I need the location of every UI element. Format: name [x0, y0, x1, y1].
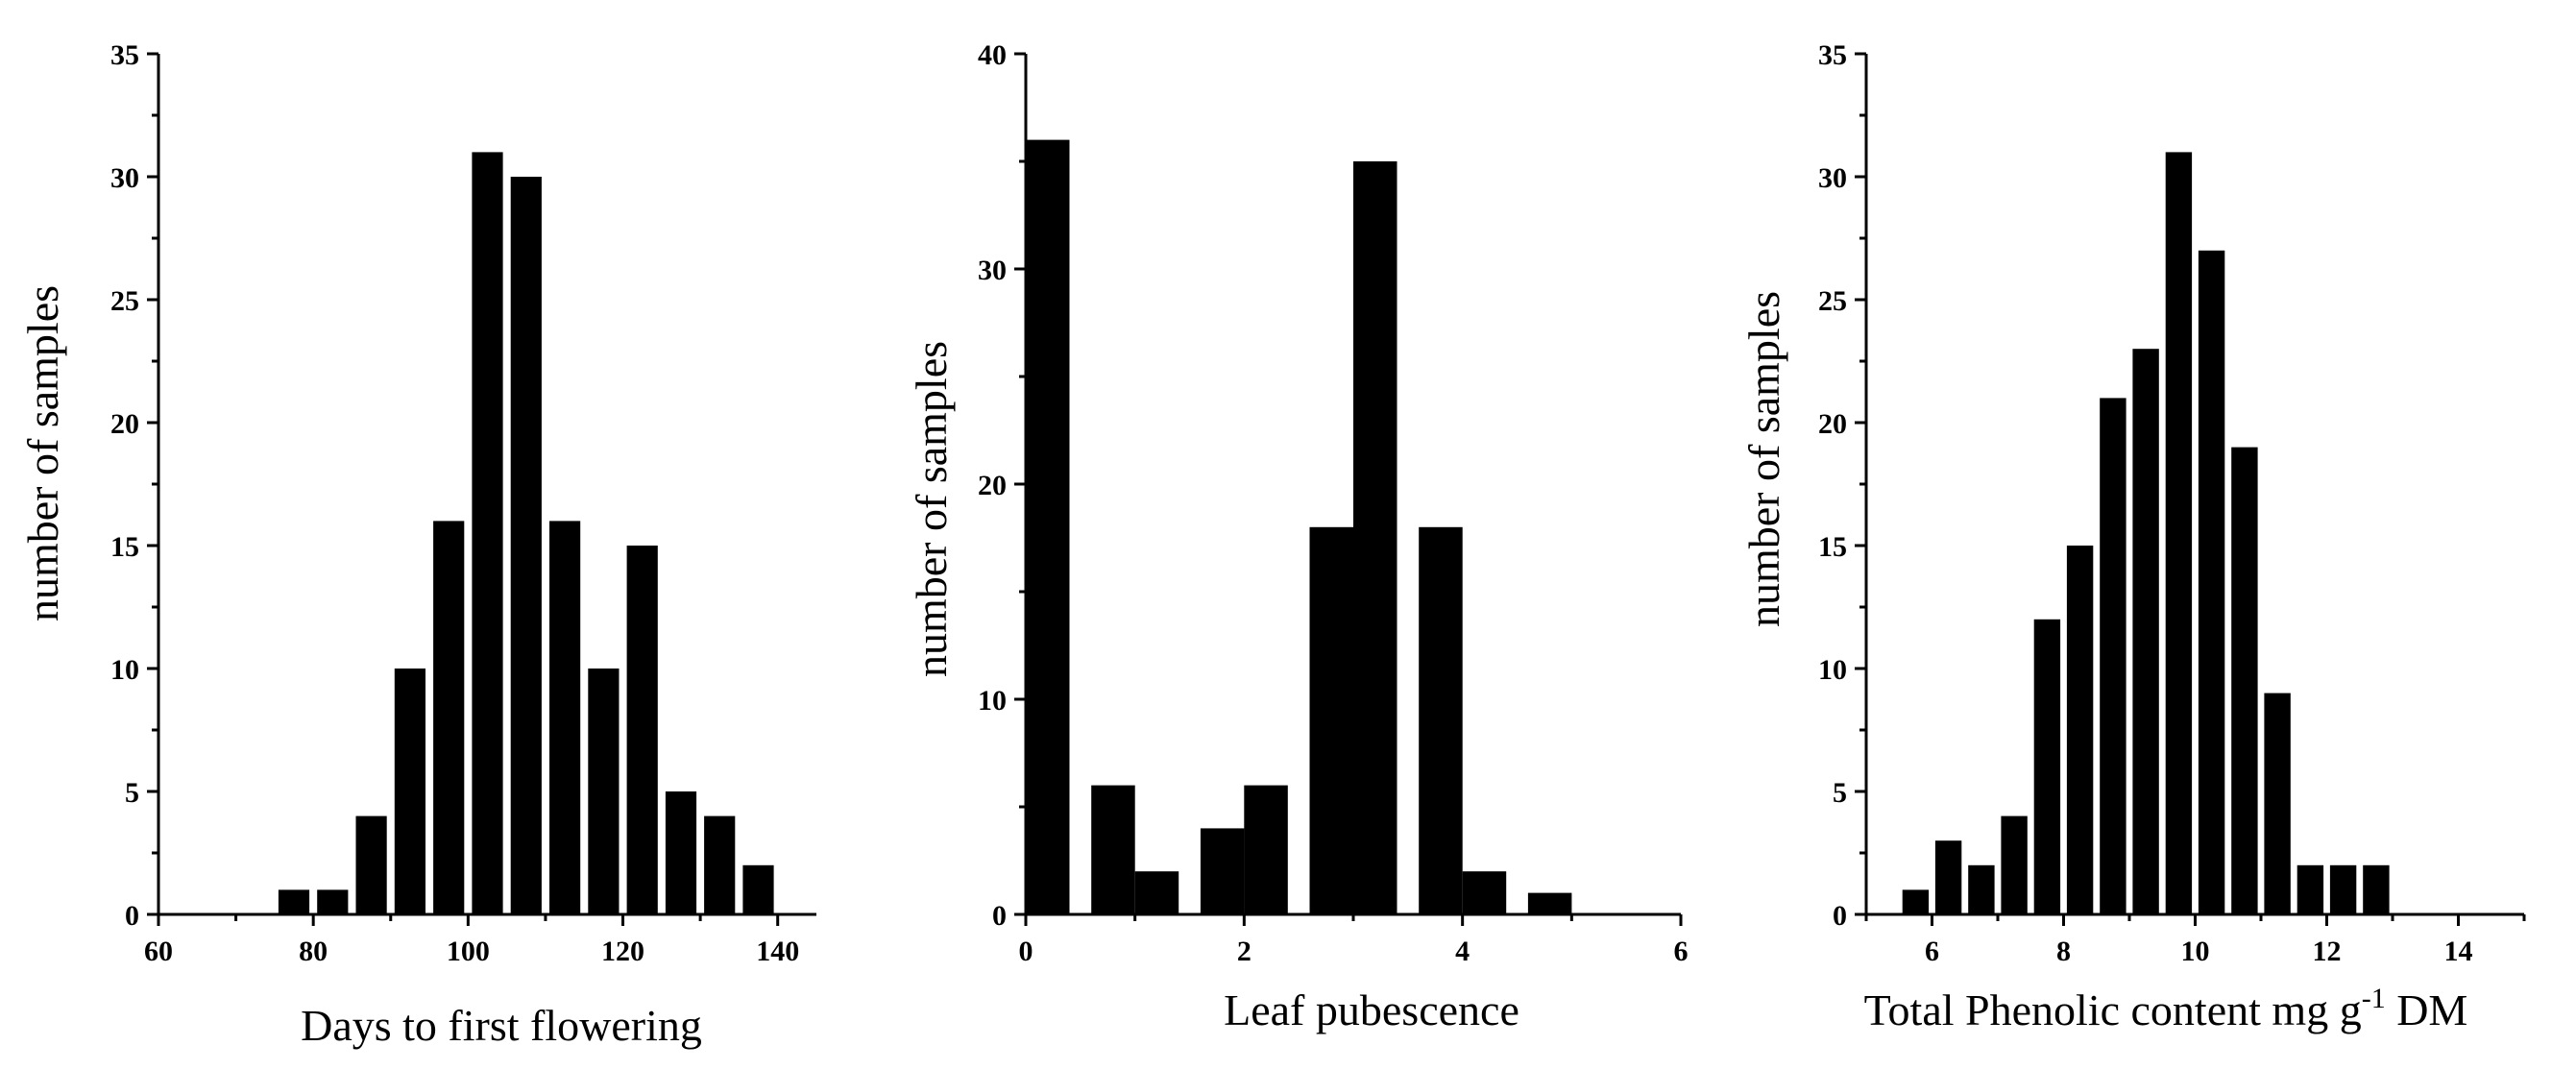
x-tick-label: 12	[2313, 936, 2342, 967]
bar	[2231, 447, 2258, 914]
bar	[2001, 815, 2028, 914]
y-tick-label: 30	[978, 255, 1007, 286]
chart-days-to-first-flowering: 0 5 10 15 20 25 30 35 60 80 100 120 140 Days to firs…	[18, 39, 816, 1050]
bar	[742, 864, 774, 914]
bar	[2033, 619, 2061, 914]
x-tick-label: 100	[447, 936, 490, 967]
bar	[472, 152, 503, 914]
bar	[2132, 349, 2159, 914]
x-tick-label: 6	[1925, 936, 1939, 967]
x-axis-label-superscript: -1	[2362, 983, 2386, 1014]
y-tick-label: 5	[125, 777, 139, 809]
bar	[2165, 152, 2193, 914]
y-tick-label: 10	[1818, 654, 1847, 686]
x-tick-label: 140	[756, 936, 799, 967]
bar	[2066, 546, 2094, 914]
y-tick-label: 20	[1818, 408, 1847, 440]
bar	[1902, 889, 1930, 914]
x-tick-label: 0	[1019, 936, 1033, 967]
axes: 0 10 20 30 40 0 2 4 6	[978, 39, 1689, 967]
bar	[1244, 785, 1288, 914]
bar	[1462, 871, 1507, 914]
bar	[549, 521, 581, 914]
bar	[510, 177, 542, 914]
x-tick-label: 120	[601, 936, 644, 967]
x-tick-label: 10	[2181, 936, 2210, 967]
y-tick-label: 15	[1818, 531, 1847, 563]
bar	[1419, 526, 1463, 914]
y-tick-label: 25	[1818, 285, 1847, 317]
bar	[1091, 785, 1135, 914]
y-tick-label: 10	[978, 685, 1007, 717]
x-tick-label: 60	[144, 936, 173, 967]
bar	[1934, 840, 1962, 914]
x-axis-label: Days to first flowering	[301, 1001, 702, 1050]
y-tick-label: 25	[110, 285, 139, 317]
bar	[317, 889, 349, 914]
bars	[1026, 139, 1572, 915]
bar	[1527, 892, 1572, 914]
bar	[588, 669, 620, 914]
y-tick-label: 35	[110, 39, 139, 71]
bar	[1309, 526, 1353, 914]
y-tick-label: 20	[110, 408, 139, 440]
x-tick-label: 80	[299, 936, 328, 967]
bar	[665, 791, 697, 914]
y-tick-label: 40	[978, 39, 1007, 71]
y-tick-label: 5	[1833, 777, 1847, 809]
bar	[1968, 864, 1995, 914]
x-tick-label: 2	[1237, 936, 1252, 967]
bars	[1902, 152, 2390, 914]
chart-leaf-pubescence: 0 10 20 30 40 0 2 4 6 Leaf pubescence number of …	[907, 39, 1689, 1034]
bar	[1134, 871, 1179, 914]
y-axis-label: number of samples	[1739, 291, 1788, 627]
y-tick-label: 0	[1833, 900, 1847, 932]
chart-total-phenolic-content: 0 5 10 15 20 25 30 35 6 8 10 12 14 Total Phenolic co…	[1739, 39, 2526, 1034]
bar	[1200, 828, 1245, 914]
bar	[2264, 693, 2291, 914]
x-axis-label-suffix: DM	[2386, 985, 2468, 1034]
x-tick-label: 8	[2056, 936, 2071, 967]
x-tick-label: 14	[2444, 936, 2473, 967]
bars	[278, 152, 774, 914]
y-tick-label: 30	[110, 162, 139, 194]
bar	[626, 546, 658, 914]
y-tick-label: 10	[110, 654, 139, 686]
bar	[2100, 398, 2126, 914]
bar	[1353, 161, 1397, 914]
bar	[394, 669, 425, 914]
x-tick-label: 6	[1674, 936, 1689, 967]
y-tick-label: 15	[110, 531, 139, 563]
x-tick-label: 4	[1455, 936, 1470, 967]
bar	[2198, 250, 2225, 914]
bar	[355, 815, 387, 914]
bar	[1026, 139, 1070, 915]
x-axis-label: Leaf pubescence	[1224, 985, 1519, 1034]
y-tick-label: 35	[1818, 39, 1847, 71]
y-axis-label: number of samples	[907, 341, 956, 677]
bar	[2329, 864, 2357, 914]
y-tick-label: 20	[978, 470, 1007, 501]
axes: 0 5 10 15 20 25 30 35 60 80 100 120 140	[110, 39, 816, 967]
bar	[2363, 864, 2390, 914]
bar	[704, 815, 736, 914]
x-axis-label: Total Phenolic content mg g-1 DM	[1864, 983, 2468, 1034]
x-axis-label-main: Total Phenolic content mg g	[1864, 985, 2362, 1034]
y-tick-label: 30	[1818, 162, 1847, 194]
y-axis-label: number of samples	[18, 285, 67, 621]
bar	[278, 889, 310, 914]
y-tick-label: 0	[125, 900, 139, 932]
bar	[433, 521, 465, 914]
y-tick-label: 0	[992, 900, 1007, 932]
bar	[2297, 864, 2324, 914]
axes: 0 5 10 15 20 25 30 35 6 8 10 12 14	[1818, 39, 2526, 967]
